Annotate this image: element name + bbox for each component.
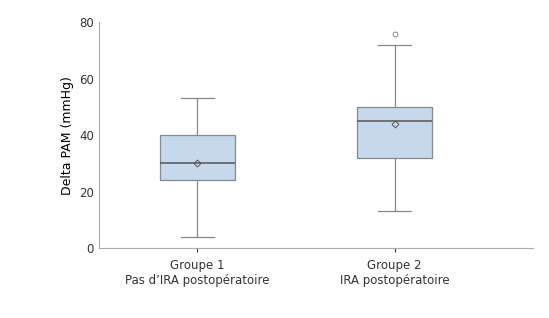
FancyBboxPatch shape — [160, 135, 235, 180]
FancyBboxPatch shape — [357, 107, 432, 158]
Y-axis label: Delta PAM (mmHg): Delta PAM (mmHg) — [60, 76, 74, 195]
